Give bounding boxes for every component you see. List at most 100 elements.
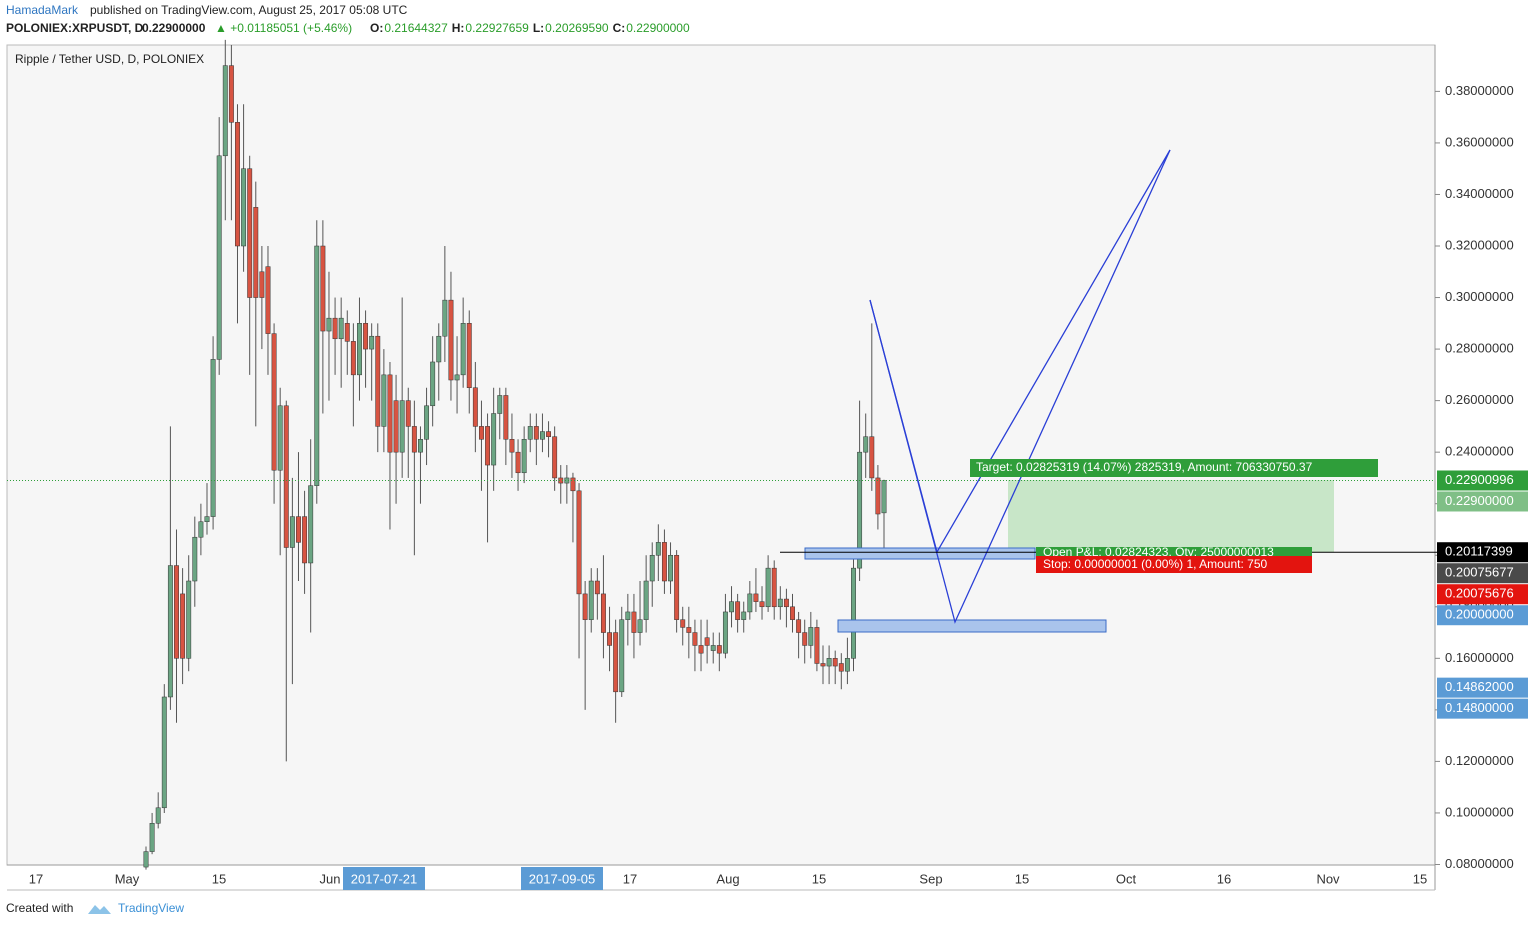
candle-body: [442, 299, 448, 337]
candle-body: [527, 426, 533, 440]
price-label-bg: [1437, 677, 1528, 698]
candle-body: [393, 400, 399, 453]
candle-body: [363, 323, 369, 350]
y-tick-label: 0.16000000: [1445, 650, 1514, 665]
candle-body: [430, 361, 436, 407]
x-tick-label: 15: [1015, 871, 1029, 886]
y-tick-label: 0.38000000: [1445, 83, 1514, 98]
y-tick-label: 0.32000000: [1445, 237, 1514, 252]
projection-line: [869, 149, 1171, 624]
price-label-bg: [1437, 491, 1528, 512]
ohlc-value: 0.22927659: [465, 21, 529, 35]
candle-body: [710, 645, 716, 651]
candle-body: [576, 490, 582, 595]
candle-body: [515, 451, 521, 474]
candle-body: [375, 335, 381, 427]
ohlc-value: 0.20269590: [545, 21, 609, 35]
candle-body: [265, 266, 271, 334]
x-tick-label: 15: [212, 871, 226, 886]
candle-body: [674, 554, 680, 620]
stop-label-bg: [1036, 556, 1312, 573]
candle-body: [851, 567, 856, 659]
candle-body: [332, 317, 338, 340]
x-tick-label: 15: [1413, 871, 1427, 886]
y-tick-label: 0.34000000: [1445, 186, 1514, 201]
candle-body: [466, 323, 472, 388]
candle-body: [863, 436, 869, 453]
candle-body: [436, 335, 442, 363]
candle-body: [167, 565, 173, 698]
candle-body: [546, 431, 551, 437]
candle-body: [235, 122, 240, 247]
candle-body: [174, 565, 179, 659]
zone-box: [837, 619, 1107, 633]
candle-body: [497, 395, 503, 414]
ohlc-value: 0.21644327: [384, 21, 448, 35]
candle-body: [857, 451, 863, 569]
target-label-bg: [970, 459, 1378, 477]
candle-body: [460, 323, 466, 376]
candle-body: [661, 542, 667, 582]
candle-body: [655, 542, 661, 556]
candle-body: [186, 580, 192, 659]
candle-body: [198, 521, 204, 538]
candle-body: [344, 323, 350, 342]
price-label-bg: [1437, 542, 1528, 563]
candle-body: [320, 245, 326, 332]
symbol: POLONIEX:XRPUSDT, D: [6, 21, 144, 35]
candle-body: [399, 400, 405, 453]
footer-created: Created with: [6, 901, 73, 915]
candle-body: [228, 65, 234, 123]
candle-body: [588, 580, 594, 620]
candle-body: [564, 477, 570, 484]
candle-body: [448, 299, 454, 381]
x-tick-label: Nov: [1316, 871, 1340, 886]
candle-body: [143, 851, 149, 868]
candle-body: [777, 598, 783, 608]
candle-body: [729, 601, 734, 613]
y-tick-label: 0.10000000: [1445, 804, 1514, 819]
author: HamadaMark: [6, 3, 79, 17]
candle-body: [326, 317, 332, 332]
change: ▲ +0.01185051 (+5.46%): [215, 21, 352, 35]
x-tick-label: May: [115, 871, 140, 886]
candle-body: [747, 593, 753, 613]
candle-body: [454, 374, 460, 381]
price-label: 0.14862000: [1445, 679, 1514, 694]
x-tick-label: 15: [812, 871, 826, 886]
price-label: 0.14800000: [1445, 700, 1514, 715]
x-tick-label: 2017-09-05: [529, 871, 596, 886]
ohlc-key: C:: [613, 21, 626, 35]
candle-body: [418, 439, 423, 453]
candle-body: [613, 632, 619, 693]
candle-body: [509, 439, 515, 453]
candle-body: [716, 645, 722, 654]
candle-body: [838, 663, 844, 672]
candle-body: [722, 611, 728, 654]
candle-body: [765, 567, 771, 608]
candle-body: [869, 436, 875, 479]
x-tick-label: 2017-07-21: [351, 871, 418, 886]
candle-body: [357, 323, 362, 376]
y-tick-label: 0.30000000: [1445, 289, 1514, 304]
y-tick-label: 0.24000000: [1445, 444, 1514, 459]
target-zone: [1008, 480, 1334, 552]
candle-body: [808, 627, 814, 646]
candle-body: [631, 611, 637, 633]
price-label-bg: [1437, 563, 1528, 584]
x-tick-label: 17: [29, 871, 43, 886]
x-tick-label: 17: [623, 871, 637, 886]
target-label: Target: 0.02825319 (14.07%) 2825319, Amo…: [976, 460, 1313, 474]
ohlc-key: O:: [370, 21, 383, 35]
candle-body: [253, 207, 259, 298]
candle-body: [533, 426, 539, 440]
candle-body: [369, 335, 375, 350]
candle-body: [277, 405, 283, 471]
candle-body: [216, 155, 222, 360]
ohlc-key: H:: [452, 21, 465, 35]
candle-body: [491, 413, 497, 466]
price-label: 0.20075676: [1445, 586, 1514, 601]
candle-body: [387, 374, 393, 453]
candle-body: [289, 516, 295, 548]
